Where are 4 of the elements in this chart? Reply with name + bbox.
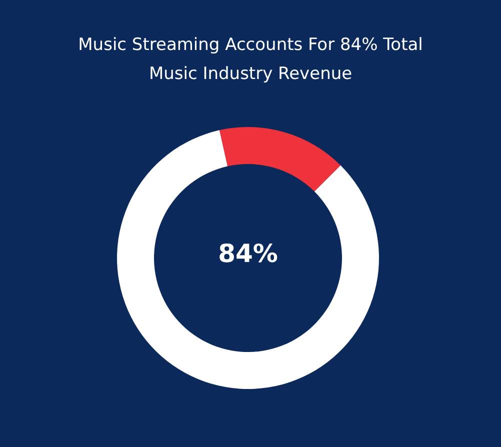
- donut-slice: [117, 130, 379, 389]
- donut-slice: [219, 127, 341, 192]
- chart-title: Music Streaming Accounts For 84% Total Music Industry Revenue: [78, 35, 423, 84]
- text: 84%: [218, 239, 278, 268]
